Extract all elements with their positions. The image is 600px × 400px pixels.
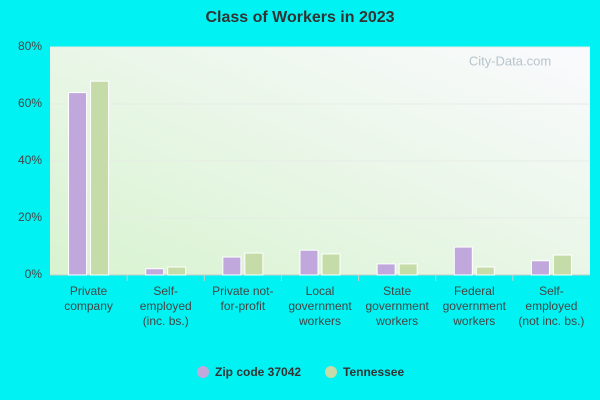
bar [68, 92, 88, 276]
watermark: City-Data.com [469, 53, 551, 68]
legend-swatch [325, 366, 337, 378]
bar [398, 263, 418, 276]
y-tick-label: 60% [18, 96, 42, 110]
bar [376, 263, 396, 276]
legend-label: Zip code 37042 [215, 365, 301, 379]
bar [244, 252, 264, 276]
y-tick-label: 0% [25, 267, 43, 281]
x-tick-label: Private not-for-profit [212, 284, 274, 313]
legend-label: Tennessee [343, 365, 404, 379]
bar [145, 268, 165, 276]
x-tick-label: Self-employed (not inc. bs.) [518, 284, 585, 328]
x-tick-label: State government workers [365, 284, 429, 328]
chart-title: Class of Workers in 2023 [205, 9, 394, 26]
bar [530, 260, 550, 276]
bar [299, 249, 319, 276]
bar [167, 266, 187, 276]
legend-swatch [197, 366, 209, 378]
bar [321, 253, 341, 276]
x-tick-label: Federal government workers [442, 284, 506, 328]
y-tick-label: 40% [18, 153, 42, 167]
bar [453, 246, 473, 276]
x-tick-label: Private company [64, 284, 113, 313]
bar [222, 256, 242, 276]
bar [90, 80, 110, 276]
bar [552, 254, 572, 276]
y-tick-label: 20% [18, 210, 42, 224]
x-tick-label: Local government workers [288, 284, 352, 328]
x-tick-label: Self-employed (inc. bs.) [139, 284, 192, 328]
y-tick-label: 80% [18, 39, 42, 53]
bar [475, 266, 495, 276]
